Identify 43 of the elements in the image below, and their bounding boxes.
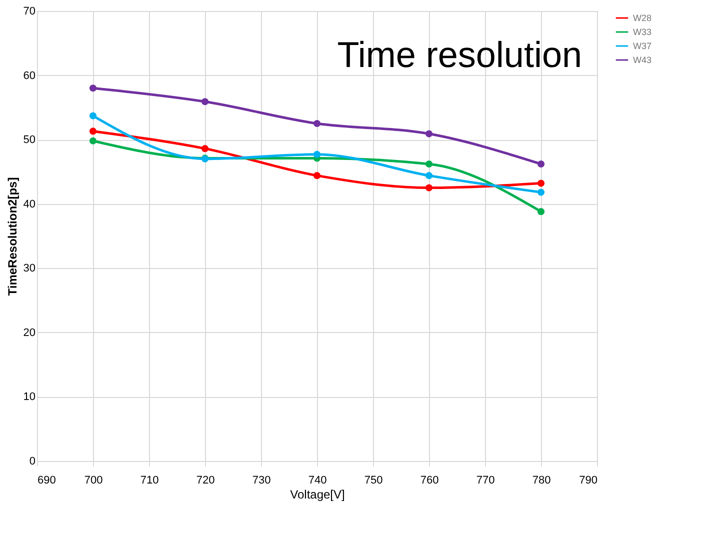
y-tick-label: 40	[23, 198, 36, 210]
x-tick-label: 690	[38, 474, 56, 486]
point	[537, 188, 545, 196]
y-tick-label: 60	[23, 70, 36, 82]
legend-label: W33	[633, 27, 652, 37]
x-tick-label: 770	[476, 474, 495, 486]
point	[425, 184, 433, 192]
point	[537, 208, 545, 216]
point	[89, 112, 97, 120]
x-tick-label: 720	[196, 474, 215, 486]
x-axis-title: Voltage[V]	[290, 488, 345, 502]
y-tick-label: 20	[23, 326, 36, 339]
point	[425, 130, 433, 138]
point	[89, 137, 97, 144]
x-tick-label: 700	[84, 474, 103, 486]
text: Time resolution	[337, 34, 582, 75]
point	[201, 145, 209, 152]
point	[313, 172, 321, 180]
point	[89, 128, 97, 135]
y-tick-label: 10	[23, 391, 36, 404]
legend-label: W43	[633, 55, 652, 65]
x-tick-label: 750	[364, 474, 383, 486]
x-tick-label: 760	[420, 474, 439, 486]
x-tick-label: 740	[308, 474, 327, 486]
x-tick-label: 780	[532, 474, 551, 486]
y-tick-label: 0	[29, 456, 36, 468]
y-axis-title: TimeResolution2[ps]	[5, 177, 20, 296]
point	[201, 98, 209, 106]
y-tick-label: 30	[23, 262, 36, 275]
x-tick-label: 790	[579, 474, 598, 486]
point	[425, 172, 433, 180]
point	[537, 180, 545, 187]
point	[313, 150, 321, 158]
legend-label: W37	[633, 41, 652, 51]
point	[89, 84, 97, 92]
x-tick-label: 730	[252, 474, 271, 486]
y-tick-label: 50	[23, 134, 36, 146]
y-tick-label: 70	[23, 6, 36, 18]
x-tick-label: 710	[140, 474, 159, 486]
point	[425, 160, 433, 168]
point	[537, 160, 545, 168]
legend-label: W28	[633, 13, 652, 23]
point	[313, 120, 321, 128]
